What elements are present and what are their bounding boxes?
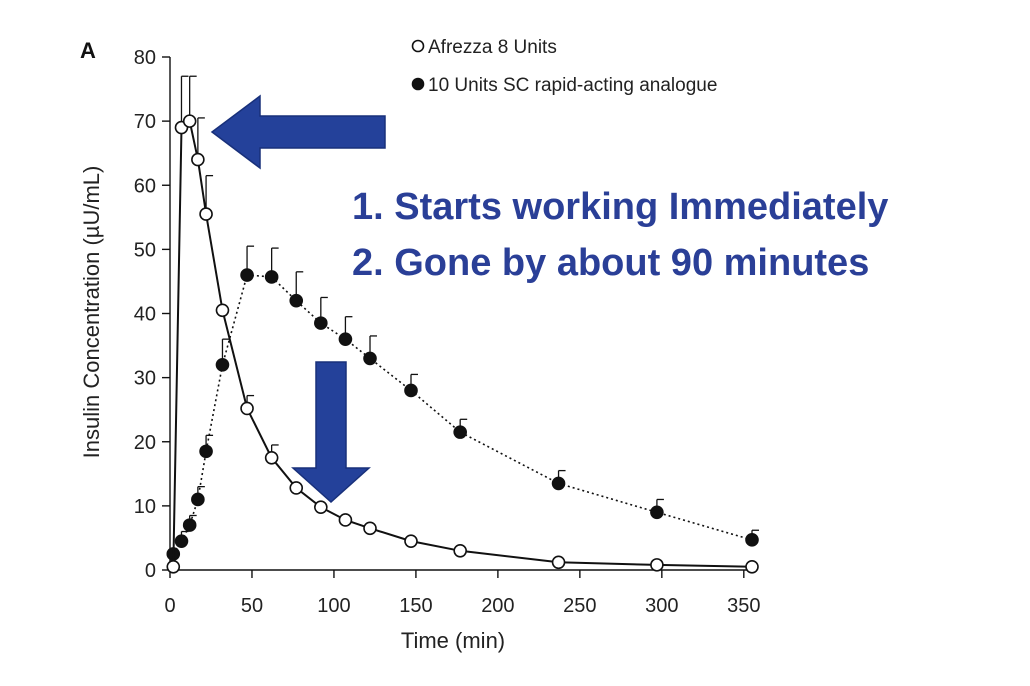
data-point-sc-analogue: [215, 357, 230, 372]
x-tick-label: 100: [317, 595, 350, 617]
data-point-sc-analogue: [314, 316, 328, 330]
panel-label: A: [80, 38, 96, 63]
y-tick-label: 80: [134, 47, 156, 69]
data-point-afrezza: [199, 207, 213, 221]
y-tick-label: 30: [134, 368, 156, 390]
data-point-afrezza: [166, 559, 181, 574]
data-point-afrezza: [240, 401, 254, 416]
data-point-sc-analogue: [551, 476, 566, 491]
plot-area: [166, 75, 759, 574]
data-point-afrezza: [453, 543, 467, 558]
data-point-sc-analogue: [182, 518, 197, 532]
data-point-sc-analogue: [289, 293, 304, 308]
data-point-afrezza: [215, 303, 230, 318]
callout-gone-by-90: 2. Gone by about 90 minutes: [352, 242, 869, 284]
data-point-afrezza: [191, 152, 205, 167]
data-point-afrezza: [650, 558, 664, 572]
data-point-sc-analogue: [191, 492, 205, 507]
y-tick-label: 20: [134, 432, 156, 454]
data-point-afrezza: [551, 555, 566, 570]
data-point-afrezza: [745, 559, 759, 574]
data-point-sc-analogue: [240, 268, 254, 282]
axes: 0 10 20 30 40 50 60 70 80 0 50 100 150 200 250 300 350: [134, 47, 761, 617]
data-point-sc-analogue: [338, 332, 353, 346]
data-point-sc-analogue: [363, 351, 377, 366]
data-point-sc-analogue: [264, 270, 279, 284]
y-tick-label: 60: [134, 175, 156, 197]
x-tick-label: 0: [164, 595, 175, 617]
x-axis-label: Time (min): [401, 628, 505, 653]
x-tick-label: 300: [645, 595, 678, 617]
data-point-afrezza: [182, 114, 197, 128]
series-sc-analogue: [166, 245, 759, 561]
legend-label-afrezza: Afrezza 8 Units: [428, 37, 557, 58]
legend: Afrezza 8 Units 10 Units SC rapid-acting…: [411, 37, 717, 96]
arrow-down-annotation: [291, 361, 371, 504]
x-tick-label: 250: [563, 595, 596, 617]
y-tick-label: 70: [134, 111, 156, 133]
data-point-sc-analogue: [650, 505, 664, 520]
data-point-afrezza: [363, 521, 377, 536]
data-point-afrezza: [404, 534, 418, 548]
legend-marker-sc-analogue: [411, 77, 425, 91]
x-tick-label: 200: [481, 595, 514, 617]
y-tick-label: 10: [134, 496, 156, 518]
arrow-left-annotation: [210, 94, 386, 170]
data-point-afrezza: [314, 500, 328, 514]
data-point-sc-analogue: [453, 425, 467, 439]
series-line-sc-analogue: [172, 274, 753, 555]
callout-starts-working: 1. Starts working Immediately: [352, 186, 888, 228]
data-point-sc-analogue: [404, 383, 418, 398]
y-tick-label: 50: [134, 239, 156, 261]
y-axis-label: Insulin Concentration (µU/mL): [79, 166, 104, 459]
x-tick-label: 350: [727, 595, 760, 617]
data-point-sc-analogue: [199, 444, 213, 459]
data-point-afrezza: [264, 450, 279, 465]
x-tick-label: 50: [241, 595, 263, 617]
legend-label-sc-analogue: 10 Units SC rapid-acting analogue: [428, 75, 717, 96]
x-tick-label: 150: [399, 595, 432, 617]
data-point-sc-analogue: [174, 534, 189, 548]
data-point-afrezza: [289, 481, 304, 495]
series-afrezza: [166, 75, 759, 574]
y-tick-label: 40: [134, 304, 156, 326]
legend-marker-afrezza: [411, 39, 425, 53]
data-point-sc-analogue: [745, 533, 759, 547]
data-point-afrezza: [338, 513, 353, 527]
y-tick-label: 0: [145, 560, 156, 582]
